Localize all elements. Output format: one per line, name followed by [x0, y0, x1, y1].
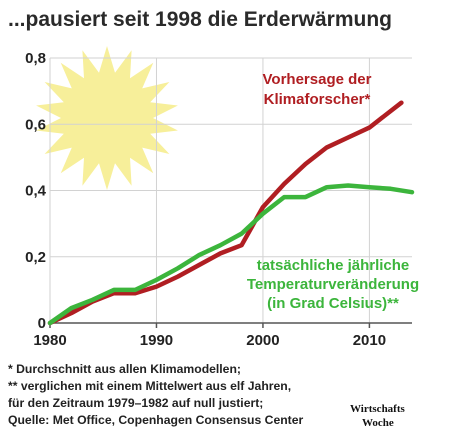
footnote-3: für den Zeitraum 1979–1982 auf null just…: [8, 396, 263, 410]
green-series-label: tatsächliche jährliche Temperaturverände…: [247, 257, 419, 312]
footnote-2: ** verglichen mit einem Mittelwert aus e…: [8, 379, 291, 393]
x-axis: 1980 1990 2000 2010: [33, 322, 412, 349]
x-tick-label: 2000: [246, 332, 279, 349]
y-tick-label: 0,4: [25, 183, 47, 200]
forecast-line: [47, 100, 404, 326]
x-tick-label: 2010: [353, 332, 386, 349]
red-label-line-2: Klimaforscher*: [264, 91, 371, 108]
series-lines: [47, 100, 415, 326]
observed-line: [47, 183, 415, 326]
y-tick-label: 0,2: [25, 249, 46, 266]
sun-icon: [36, 46, 178, 190]
x-tick-label: 1990: [140, 332, 173, 349]
y-tick-label: 0,6: [25, 116, 46, 133]
chart-title: ...pausiert seit 1998 die Erderwärmung: [8, 8, 392, 31]
y-axis: 0 0,2 0,4 0,6 0,8: [25, 50, 47, 332]
footnote-4: Quelle: Met Office, Copenhagen Consensus…: [8, 413, 304, 427]
footnotes: * Durchschnitt aus allen Klimamodellen; …: [8, 362, 304, 427]
logo-line-1: Wirtschafts: [350, 403, 406, 415]
green-label-line-3: (in Grad Celsius)**: [267, 295, 399, 312]
y-tick-label: 0: [38, 315, 46, 332]
sun-disc: [70, 81, 144, 155]
y-tick-label: 0,8: [25, 50, 46, 67]
logo-line-2: Woche: [362, 417, 394, 429]
footnote-1: * Durchschnitt aus allen Klimamodellen;: [8, 362, 241, 376]
green-label-line-1: tatsächliche jährliche: [257, 257, 410, 274]
green-label-line-2: Temperaturveränderung: [247, 276, 419, 293]
red-series-label: Vorhersage der Klimaforscher*: [263, 71, 372, 108]
publisher-logo: Wirtschafts Woche: [350, 403, 406, 429]
x-tick-label: 1980: [33, 332, 66, 349]
red-label-line-1: Vorhersage der: [263, 71, 372, 88]
